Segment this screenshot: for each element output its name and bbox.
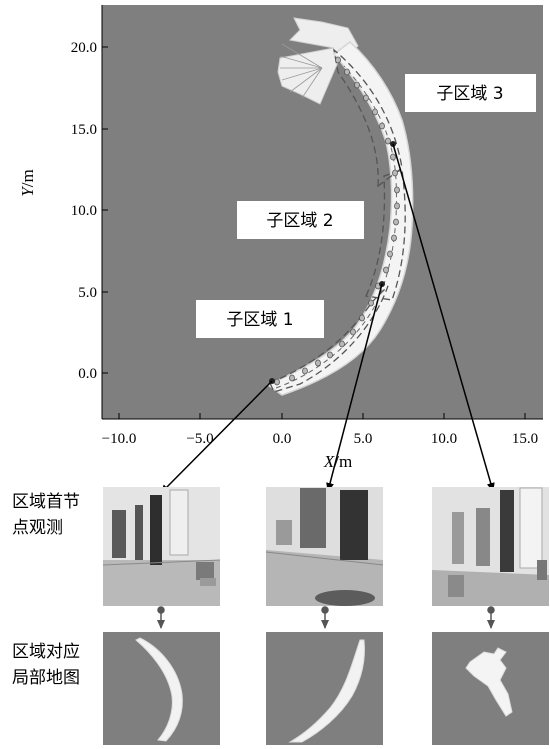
row-label-observation: 区域首节 点观测 (12, 492, 80, 538)
region-2-outline (365, 169, 406, 301)
y-axis-title: Y/m (18, 169, 37, 196)
y-axis-title-var: Y (18, 186, 37, 197)
x-tick-label: 10.0 (431, 431, 457, 447)
local-map-1 (103, 632, 220, 745)
x-axis-title: X/m (323, 452, 352, 471)
pose-node (387, 250, 393, 258)
pose-node (302, 367, 308, 375)
y-tick-label: 5.0 (78, 285, 97, 301)
down-arrows (157, 606, 495, 629)
pose-node (394, 186, 400, 194)
region-3-outline (333, 48, 403, 188)
pose-node (344, 68, 350, 76)
region-label-2: 子区域 2 (237, 201, 364, 239)
x-tick-label: 5.0 (354, 431, 373, 447)
pose-node (335, 56, 341, 64)
arrow-region-1 (160, 380, 273, 494)
region-label-1-text: 子区域 1 (226, 310, 293, 330)
pose-node (327, 351, 333, 359)
region-label-3: 子区域 3 (405, 74, 536, 112)
pose-nodes (274, 56, 400, 386)
region-dashed-outlines (269, 48, 406, 393)
row-label-local-map-line2: 局部地图 (12, 668, 80, 688)
x-axis-title-unit: /m (334, 452, 352, 471)
x-tick-label: −10.0 (102, 431, 137, 447)
pose-node (315, 359, 321, 367)
y-tick-label: 10.0 (71, 203, 97, 219)
row-label-observation-line1: 区域首节 (12, 492, 80, 512)
observation-photo-1 (102, 487, 221, 606)
pose-node (350, 328, 356, 336)
local-map-2 (266, 632, 383, 745)
y-ticks (102, 46, 108, 374)
y-tick-label: 15.0 (71, 122, 97, 138)
pose-node (363, 94, 369, 102)
main-plot: −10.0 −5.0 0.0 5.0 10.0 15.0 0.0 5.0 10.… (18, 5, 543, 471)
pose-node (391, 234, 397, 242)
link-arrows (160, 143, 495, 494)
pose-node (274, 378, 280, 386)
pose-node (339, 340, 345, 348)
pose-node (372, 108, 378, 116)
y-tick-label: 0.0 (78, 366, 97, 382)
arrow-region-3 (392, 143, 495, 492)
y-axis-title-unit: /m (18, 169, 37, 187)
pose-node (394, 202, 400, 210)
region-1-outline (269, 285, 389, 393)
region-label-1: 子区域 1 (196, 300, 324, 338)
pose-node (368, 299, 374, 307)
x-tick-label: 0.0 (273, 431, 292, 447)
x-tick-label: −5.0 (186, 431, 213, 447)
observation-photo-3 (432, 487, 549, 606)
pose-node (385, 137, 391, 145)
row-label-local-map: 区域对应 局部地图 (12, 642, 80, 688)
pose-node (383, 266, 389, 274)
observation-photo-2 (265, 487, 384, 606)
pose-node (289, 374, 295, 382)
y-tick-labels: 0.0 5.0 10.0 15.0 20.0 (71, 40, 97, 382)
pose-node (390, 153, 396, 161)
pose-node (379, 122, 385, 130)
row-label-local-map-line1: 区域对应 (12, 642, 80, 662)
pose-node (393, 218, 399, 226)
x-axis-title-var: X (323, 452, 335, 471)
row-label-observation-line2: 点观测 (12, 518, 63, 538)
region-label-3-text: 子区域 3 (436, 84, 503, 104)
pose-node (354, 81, 360, 89)
fan-ray-lines (279, 43, 323, 99)
local-map-3 (432, 632, 549, 745)
region-label-2-text: 子区域 2 (266, 211, 333, 231)
y-tick-label: 20.0 (71, 40, 97, 56)
x-ticks (118, 413, 526, 419)
pose-node (359, 314, 365, 322)
arrow-region-2 (326, 283, 383, 492)
pose-node (392, 169, 398, 177)
x-tick-label: 15.0 (512, 431, 538, 447)
x-tick-labels: −10.0 −5.0 0.0 5.0 10.0 15.0 (102, 431, 538, 447)
